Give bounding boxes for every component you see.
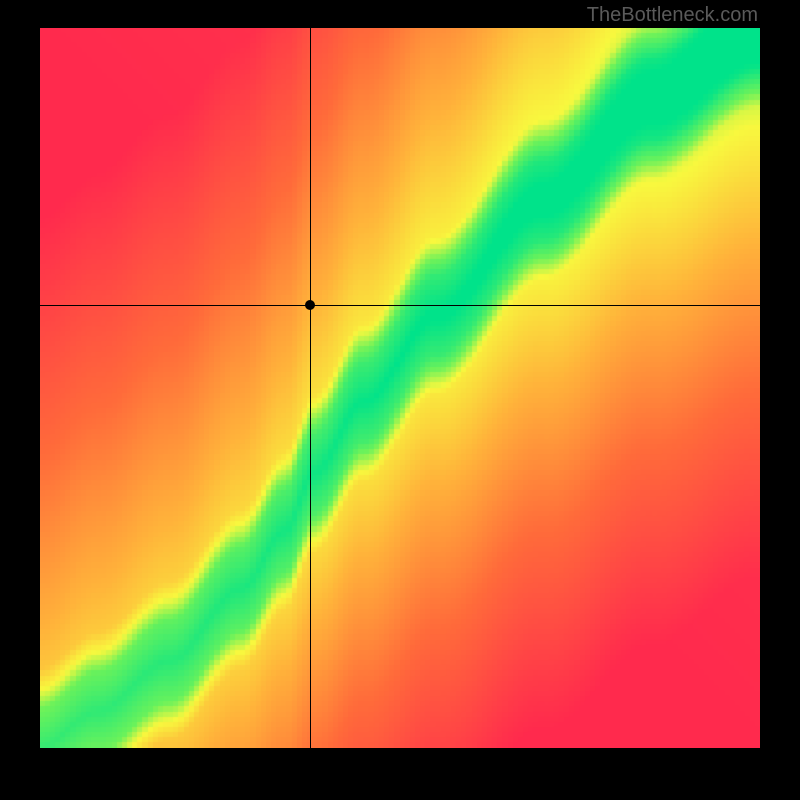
- crosshair-vertical: [310, 28, 311, 748]
- bottleneck-heatmap: [40, 28, 760, 748]
- crosshair-horizontal: [40, 305, 760, 306]
- plot-area: [40, 28, 760, 748]
- watermark-text: TheBottleneck.com: [587, 4, 758, 27]
- selection-marker: [305, 300, 315, 310]
